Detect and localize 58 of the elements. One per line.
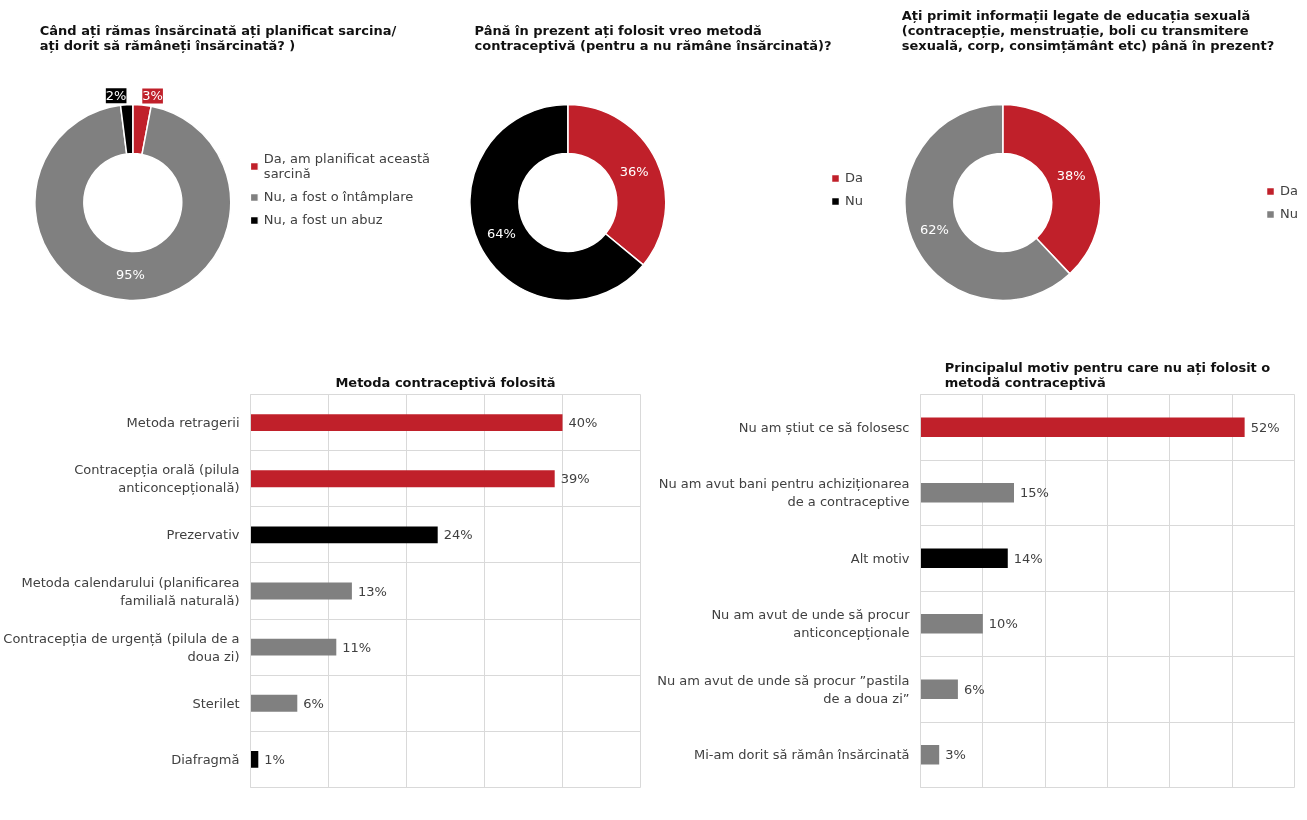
data-label: 38% bbox=[1056, 168, 1086, 184]
data-label: 2% bbox=[105, 88, 127, 104]
bar bbox=[920, 417, 1245, 438]
data-label: 13% bbox=[357, 583, 387, 599]
bar bbox=[920, 482, 1014, 503]
data-label: 40% bbox=[568, 415, 598, 431]
legend-label: Nu, a fost un abuz bbox=[263, 212, 383, 228]
legend-label: Da bbox=[1280, 183, 1299, 198]
data-label: 14% bbox=[1013, 550, 1043, 566]
y-tick-label: Contracepția orală (pilula anticoncepțională) bbox=[74, 462, 240, 496]
bar bbox=[920, 548, 1008, 569]
bar bbox=[920, 744, 940, 765]
y-tick-label: Prezervativ bbox=[166, 527, 240, 543]
data-label: 15% bbox=[1020, 485, 1049, 501]
bar bbox=[250, 638, 337, 656]
data-label: 6% bbox=[303, 695, 324, 711]
chart-title: Ați primit informații legate de educația sexuală (contracepție, menstruație, boli cu transmitere sexuală, corp, consimțământ etc) până în prezent? bbox=[901, 7, 1275, 53]
data-label: 1% bbox=[264, 751, 285, 767]
y-tick-label: Alt motiv bbox=[850, 550, 910, 566]
y-tick-label: Nu am avut de unde să procur ”pastila de a doua zi” bbox=[657, 672, 910, 706]
legend-label: Nu bbox=[1280, 206, 1299, 221]
legend-label: Da bbox=[845, 170, 864, 186]
bar bbox=[250, 751, 259, 768]
data-label: 95% bbox=[116, 267, 145, 283]
legend-label: Da, am planificat această sarcină bbox=[263, 151, 430, 182]
data-label: 10% bbox=[988, 616, 1018, 632]
data-label: 6% bbox=[963, 681, 985, 697]
data-label: 3% bbox=[142, 88, 163, 104]
data-label: 3% bbox=[945, 747, 966, 763]
bar bbox=[250, 694, 298, 712]
data-label: 39% bbox=[560, 471, 590, 487]
bar bbox=[920, 679, 958, 700]
legend-label: Nu bbox=[845, 193, 864, 209]
data-label: 36% bbox=[619, 164, 649, 180]
chart-title: Până în prezent ați folosit vreo metodă contraceptivă (pentru a nu rămâne însărcinată)? bbox=[474, 22, 832, 53]
bar bbox=[250, 526, 438, 544]
data-label: 52% bbox=[1250, 419, 1280, 435]
y-tick-label: Mi-am dorit să rămân însărcinată bbox=[693, 747, 910, 763]
data-label: 62% bbox=[920, 221, 949, 237]
bar bbox=[920, 613, 983, 634]
bar bbox=[250, 470, 555, 488]
y-tick-label: Nu am avut de unde să procur anticoncepționale bbox=[711, 607, 911, 641]
bar bbox=[250, 582, 352, 600]
y-tick-label: Metoda retragerii bbox=[126, 415, 240, 431]
data-label: 11% bbox=[342, 639, 372, 655]
legend-label: Nu, a fost o întâmplare bbox=[263, 189, 414, 205]
y-tick-label: Nu am știut ce să folosesc bbox=[738, 419, 910, 435]
data-label: 64% bbox=[486, 225, 516, 241]
y-tick-label: Diafragmă bbox=[171, 751, 240, 767]
y-tick-label: Contracepția de urgență (pilula de a doua zi) bbox=[3, 630, 240, 664]
chart-title: Metoda contraceptivă folosită bbox=[335, 374, 556, 390]
y-tick-label: Sterilet bbox=[192, 695, 240, 711]
chart-title: Principalul motiv pentru care nu ați folosit o metodă contraceptivă bbox=[944, 359, 1271, 390]
chart-title: Când ați rămas însărcinată ați planificat sarcina/ ați dorit să rămâneți însărcinată? ) bbox=[39, 22, 397, 53]
bar bbox=[250, 414, 563, 431]
y-tick-label: Metoda calendarului (planificarea familială naturală) bbox=[21, 574, 240, 608]
y-tick-label: Nu am avut bani pentru achiziționarea de a contraceptive bbox=[658, 476, 910, 510]
data-label: 24% bbox=[443, 527, 473, 543]
